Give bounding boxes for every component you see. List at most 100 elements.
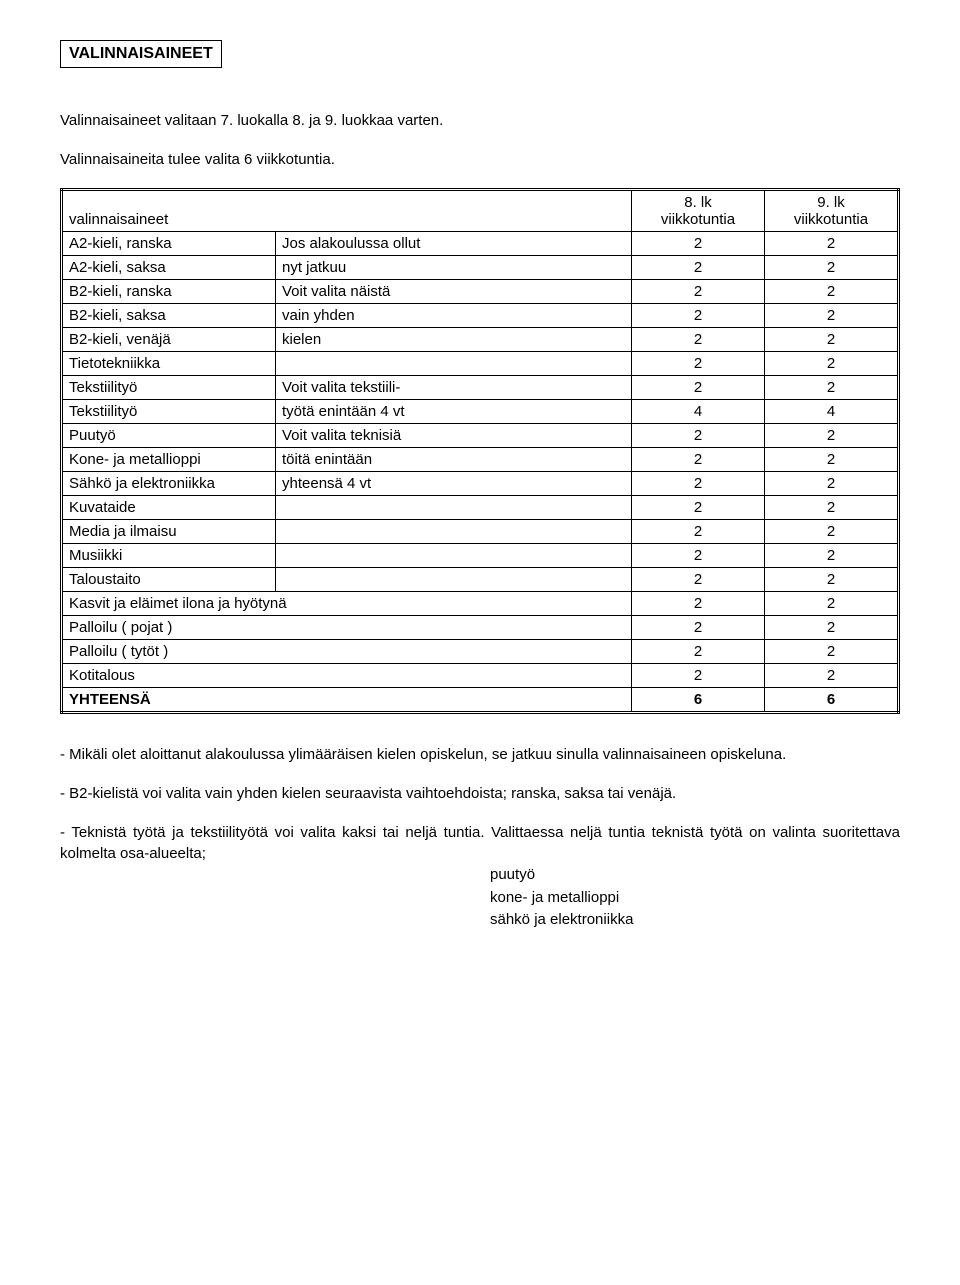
row-label: Kasvit ja eläimet ilona ja hyötynä	[62, 592, 632, 616]
row-col8: 2	[632, 640, 765, 664]
note-3-list: puutyökone- ja metallioppisähkö ja elekt…	[490, 864, 900, 932]
table-row: YHTEENSÄ66	[62, 688, 899, 713]
page-title: VALINNAISAINEET	[60, 40, 222, 68]
row-col9: 6	[765, 688, 899, 713]
table-row: Kasvit ja eläimet ilona ja hyötynä22	[62, 592, 899, 616]
intro-paragraph-2: Valinnaisaineita tulee valita 6 viikkotu…	[60, 149, 900, 170]
row-label: Puutyö	[62, 424, 276, 448]
table-row: Tekstiilityötyötä enintään 4 vt44	[62, 400, 899, 424]
row-note: yhteensä 4 vt	[276, 472, 632, 496]
row-col9: 2	[765, 568, 899, 592]
row-note	[276, 568, 632, 592]
row-label: Kuvataide	[62, 496, 276, 520]
row-col9: 2	[765, 664, 899, 688]
table-row: Kuvataide 22	[62, 496, 899, 520]
row-label: Taloustaito	[62, 568, 276, 592]
note-3: - Teknistä työtä ja tekstiilityötä voi v…	[60, 822, 900, 932]
table-row: Palloilu ( tytöt )22	[62, 640, 899, 664]
note-3-text: - Teknistä työtä ja tekstiilityötä voi v…	[60, 824, 900, 862]
note-3-list-item: sähkö ja elektroniikka	[490, 909, 900, 932]
table-row: A2-kieli, saksanyt jatkuu22	[62, 256, 899, 280]
row-col8: 2	[632, 376, 765, 400]
row-col9: 2	[765, 616, 899, 640]
row-col9: 4	[765, 400, 899, 424]
row-label: B2-kieli, venäjä	[62, 328, 276, 352]
row-label: YHTEENSÄ	[62, 688, 632, 713]
row-col8: 2	[632, 496, 765, 520]
table-row: Palloilu ( pojat )22	[62, 616, 899, 640]
row-col8: 2	[632, 664, 765, 688]
table-row: PuutyöVoit valita teknisiä22	[62, 424, 899, 448]
row-col9: 2	[765, 232, 899, 256]
row-col8: 2	[632, 616, 765, 640]
row-col8: 2	[632, 568, 765, 592]
row-col9: 2	[765, 256, 899, 280]
row-label: Sähkö ja elektroniikka	[62, 472, 276, 496]
row-col8: 2	[632, 352, 765, 376]
table-row: TekstiilityöVoit valita tekstiili-22	[62, 376, 899, 400]
table-row: Musiikki22	[62, 544, 899, 568]
table-row: Taloustaito 22	[62, 568, 899, 592]
row-label: B2-kieli, saksa	[62, 304, 276, 328]
row-label: Media ja ilmaisu	[62, 520, 276, 544]
row-note	[276, 496, 632, 520]
row-note: Voit valita tekstiili-	[276, 376, 632, 400]
row-col9: 2	[765, 328, 899, 352]
intro-paragraph-1: Valinnaisaineet valitaan 7. luokalla 8. …	[60, 110, 900, 131]
row-col9: 2	[765, 544, 899, 568]
row-note: työtä enintään 4 vt	[276, 400, 632, 424]
row-col9: 2	[765, 376, 899, 400]
table-row: Media ja ilmaisu22	[62, 520, 899, 544]
row-col8: 2	[632, 520, 765, 544]
row-label: Kone- ja metallioppi	[62, 448, 276, 472]
row-note: vain yhden	[276, 304, 632, 328]
table-row: Tietotekniikka22	[62, 352, 899, 376]
row-note: Voit valita teknisiä	[276, 424, 632, 448]
row-note: kielen	[276, 328, 632, 352]
row-note: nyt jatkuu	[276, 256, 632, 280]
row-col9: 2	[765, 640, 899, 664]
row-col8: 2	[632, 280, 765, 304]
col8-header-bot: viikkotuntia	[661, 211, 735, 228]
table-row: B2-kieli, venäjäkielen22	[62, 328, 899, 352]
row-note	[276, 544, 632, 568]
row-col9: 2	[765, 280, 899, 304]
note-3-list-item: puutyö	[490, 864, 900, 887]
table-row: Kone- ja metallioppitöitä enintään22	[62, 448, 899, 472]
table-row: A2-kieli, ranskaJos alakoulussa ollut22	[62, 232, 899, 256]
row-col8: 2	[632, 448, 765, 472]
subjects-table: valinnaisaineet 8. lk viikkotuntia 9. lk…	[60, 188, 900, 714]
row-col9: 2	[765, 424, 899, 448]
row-col8: 2	[632, 232, 765, 256]
row-col9: 2	[765, 592, 899, 616]
row-note	[276, 520, 632, 544]
row-label: Palloilu ( pojat )	[62, 616, 632, 640]
table-row: B2-kieli, saksavain yhden22	[62, 304, 899, 328]
row-col9: 2	[765, 472, 899, 496]
table-row: Kotitalous22	[62, 664, 899, 688]
row-col8: 6	[632, 688, 765, 713]
row-label: Tekstiilityö	[62, 400, 276, 424]
row-col9: 2	[765, 352, 899, 376]
row-label: A2-kieli, ranska	[62, 232, 276, 256]
col9-header-top: 9. lk	[817, 194, 845, 211]
row-col9: 2	[765, 304, 899, 328]
row-col9: 2	[765, 496, 899, 520]
row-label: B2-kieli, ranska	[62, 280, 276, 304]
row-col8: 2	[632, 592, 765, 616]
row-note	[276, 352, 632, 376]
row-label: Tekstiilityö	[62, 376, 276, 400]
row-label: A2-kieli, saksa	[62, 256, 276, 280]
row-col8: 2	[632, 256, 765, 280]
row-col8: 2	[632, 328, 765, 352]
row-note: töitä enintään	[276, 448, 632, 472]
row-label: Musiikki	[62, 544, 276, 568]
row-label: Palloilu ( tytöt )	[62, 640, 632, 664]
row-note: Jos alakoulussa ollut	[276, 232, 632, 256]
note-1: - Mikäli olet aloittanut alakoulussa yli…	[60, 744, 900, 765]
note-3-list-item: kone- ja metallioppi	[490, 887, 900, 910]
note-2: - B2-kielistä voi valita vain yhden kiel…	[60, 783, 900, 804]
table-row: B2-kieli, ranskaVoit valita näistä22	[62, 280, 899, 304]
table-header-left: valinnaisaineet	[69, 211, 168, 228]
row-col8: 2	[632, 472, 765, 496]
